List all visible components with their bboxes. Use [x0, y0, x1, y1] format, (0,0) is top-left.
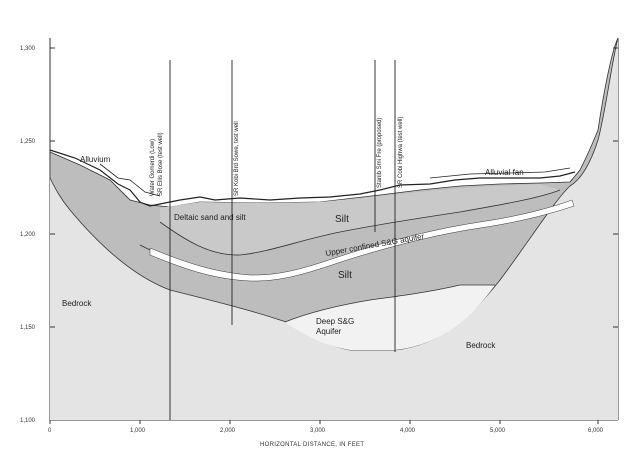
- deep-aquifer-label-1: Deep S&G: [316, 317, 354, 326]
- x-tick-label: 5,000: [490, 428, 506, 434]
- silt-upper-label: Silt: [335, 214, 349, 225]
- well-lines: [169, 60, 396, 420]
- basin-sediments: [49, 37, 619, 351]
- bedrock-left-label: Bedrock: [62, 299, 92, 308]
- lower-silt-boundary: [139, 244, 151, 251]
- alluvial-fan-label: Alluvial fan: [485, 168, 524, 177]
- sand-silt-boundary: [159, 189, 561, 256]
- land-surface: [49, 149, 576, 207]
- bedrock-area: [50, 38, 618, 420]
- x-tick-label: 3,000: [310, 428, 326, 434]
- x-tick-label: 0: [48, 428, 52, 434]
- deep-aquifer-top: [284, 284, 495, 323]
- upper-aquifer-band: [149, 199, 575, 282]
- y-axis: 1,300 1,250 1,200 1,150 1,100: [20, 46, 618, 424]
- well-1-label-top: Water Gomerdi (Low): [150, 139, 156, 196]
- x-axis: 0 1,000 2,000 3,000 4,000 5,000 6,000 HO…: [48, 420, 604, 448]
- bedrock-right-label: Bedrock: [466, 341, 496, 350]
- well-3-label-bottom: SR Cobi Highwa (test well): [398, 117, 404, 188]
- deep-aquifer-label-2: Aquifer: [316, 327, 342, 336]
- y-tick-label: 1,200: [20, 232, 36, 238]
- silt-lower-label: Silt: [338, 270, 352, 281]
- x-tick-label: 2,000: [220, 428, 236, 434]
- y-tick-label: 1,300: [20, 46, 36, 52]
- alluvium-line: [99, 163, 161, 197]
- well-2-label: SR Kobi Brd Sowe, test well: [234, 121, 240, 196]
- y-tick-label: 1,100: [20, 418, 36, 424]
- well-labels: Water Gomerdi (Low) SR Ellis Bose (test …: [150, 117, 404, 196]
- silt-upper-unit: [160, 184, 560, 256]
- sand-silt-label: Deltaic sand and silt: [174, 213, 246, 222]
- x-axis-title: HORIZONTAL DISTANCE, IN FEET: [260, 442, 364, 448]
- x-tick-label: 6,000: [588, 428, 604, 434]
- x-tick-label: 4,000: [400, 428, 416, 434]
- well-1-label-bottom: SR Ellis Bose (test well): [158, 132, 164, 196]
- deep-aquifer-area: [285, 285, 495, 350]
- alluvium-label: Alluvium: [80, 155, 111, 164]
- well-3-label-top: Stanib Smi Fre (proposed): [377, 118, 383, 188]
- y-tick-label: 1,250: [20, 139, 36, 145]
- x-tick-label: 1,000: [130, 428, 146, 434]
- alluvial-fan-line: [429, 167, 571, 179]
- y-tick-label: 1,150: [20, 325, 36, 331]
